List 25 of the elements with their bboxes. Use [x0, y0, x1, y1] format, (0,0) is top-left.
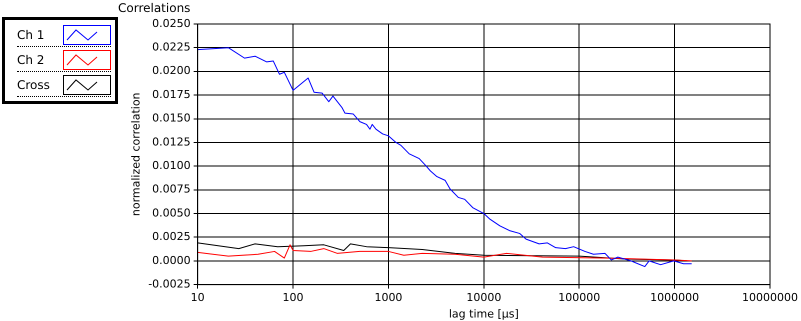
- y-tick-label: 0.0175: [152, 88, 191, 101]
- legend-label: Ch 1: [17, 28, 46, 42]
- y-axis-title: normalized correlation: [129, 92, 142, 216]
- x-tick-label: 100000: [558, 291, 600, 304]
- y-tick-label: 0.0000: [152, 254, 191, 267]
- x-axis-title: lag time [µs]: [448, 307, 519, 320]
- legend-label: Ch 2: [17, 53, 46, 67]
- y-tick-label: 0.0025: [152, 230, 191, 244]
- x-tick-label: 100: [282, 291, 304, 304]
- y-tick-label: 0.0125: [152, 135, 191, 148]
- x-tick-label: 10000: [466, 291, 502, 304]
- x-tick-label: 1000000: [650, 291, 700, 304]
- y-tick-label: -0.0025: [148, 277, 191, 290]
- y-tick-label: 0.0200: [152, 64, 191, 78]
- y-tick-label: 0.0100: [152, 159, 191, 172]
- legend-label: Cross: [17, 78, 51, 92]
- y-tick-label: 0.0225: [152, 40, 191, 54]
- y-tick-label: 0.0150: [152, 112, 191, 125]
- x-tick-label: 10: [190, 291, 205, 304]
- y-tick-label: 0.0050: [152, 206, 191, 220]
- y-tick-label: 0.0250: [152, 16, 191, 30]
- y-tick-label: 0.0075: [152, 182, 191, 196]
- chart-title: Correlations: [118, 1, 190, 15]
- x-tick-label: 10000000: [742, 291, 798, 304]
- x-tick-label: 1000: [374, 291, 402, 304]
